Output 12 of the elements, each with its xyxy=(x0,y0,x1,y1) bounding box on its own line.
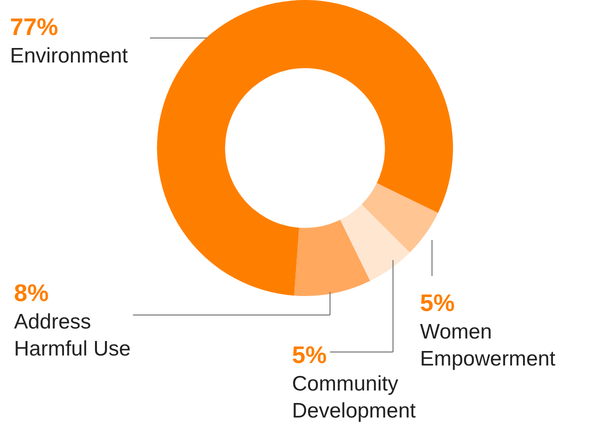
data-label: 5% xyxy=(292,342,327,369)
slice-label: Community Development xyxy=(292,372,416,423)
donut-slice xyxy=(294,220,370,296)
slice-label: Environment xyxy=(10,44,128,68)
donut-slice xyxy=(362,183,438,253)
slice-label: Address Harmful Use xyxy=(14,310,131,361)
donut-slice xyxy=(157,0,453,296)
slice-label: Women Empowerment xyxy=(420,320,556,371)
data-label: 8% xyxy=(14,280,49,307)
data-label: 5% xyxy=(420,290,455,317)
data-label: 77% xyxy=(10,14,58,41)
donut-slice xyxy=(340,204,410,281)
